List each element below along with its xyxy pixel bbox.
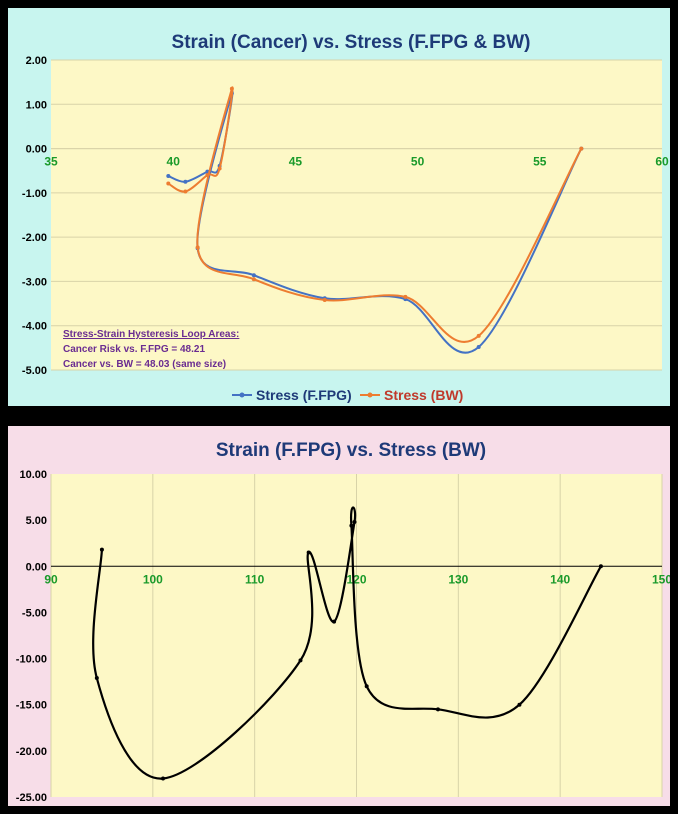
x-tick-label: 35 xyxy=(44,155,58,169)
x-tick-label: 50 xyxy=(411,155,425,169)
x-tick-label: 150 xyxy=(652,572,670,586)
y-tick-label: -5.00 xyxy=(22,365,47,377)
y-tick-label: -10.00 xyxy=(16,654,47,666)
bottom-x-axis: 90 100 110 120 130 140 150 xyxy=(44,565,670,586)
data-point xyxy=(298,658,303,663)
data-point xyxy=(217,166,222,171)
data-point xyxy=(166,174,171,179)
y-tick-label: -1.00 xyxy=(22,188,47,200)
data-point xyxy=(364,684,369,689)
annotation-line-2: Cancer vs. BW = 48.03 (same size) xyxy=(63,359,226,370)
legend-label-bw: Stress (BW) xyxy=(384,387,463,403)
y-tick-label: -25.00 xyxy=(16,792,47,804)
x-tick-label: 130 xyxy=(448,572,468,586)
legend-marker-bw xyxy=(367,392,373,398)
y-tick-label: -2.00 xyxy=(22,232,47,244)
data-point xyxy=(183,179,188,184)
data-point xyxy=(598,564,603,569)
top-chart: Strain (Cancer) vs. Stress (F.FPG & BW) … xyxy=(22,32,669,403)
y-tick-label: 0.00 xyxy=(26,561,47,573)
data-point xyxy=(517,702,522,707)
x-tick-label: 120 xyxy=(346,572,366,586)
top-chart-panel: Strain (Cancer) vs. Stress (F.FPG & BW) … xyxy=(8,8,670,406)
data-point xyxy=(251,273,256,278)
top-x-axis: 35 40 45 50 55 60 xyxy=(44,148,669,169)
y-tick-label: 0.00 xyxy=(26,144,47,156)
top-y-axis: 2.00 1.00 0.00 -1.00 -2.00 -3.00 -4.00 -5.00 xyxy=(22,55,47,377)
data-point xyxy=(229,86,234,91)
data-point xyxy=(403,294,408,299)
data-point xyxy=(332,619,337,624)
data-point xyxy=(94,675,99,680)
y-tick-label: -3.00 xyxy=(22,276,47,288)
y-tick-label: 5.00 xyxy=(26,515,47,527)
bottom-chart-title: Strain (F.FPG) vs. Stress (BW) xyxy=(216,440,486,461)
top-series xyxy=(166,86,584,354)
data-point xyxy=(183,189,188,194)
x-tick-label: 110 xyxy=(245,572,265,586)
data-point xyxy=(349,523,354,528)
x-tick-label: 100 xyxy=(143,572,163,586)
top-plot-area xyxy=(51,60,662,370)
annotation-line-1: Cancer Risk vs. F.FPG = 48.21 xyxy=(63,344,205,355)
y-tick-label: 2.00 xyxy=(26,55,47,67)
data-point xyxy=(306,550,311,555)
y-tick-label: -20.00 xyxy=(16,746,47,758)
data-point xyxy=(161,776,166,781)
bottom-chart: Strain (F.FPG) vs. Stress (BW) 10.00 5.00… xyxy=(16,440,670,804)
bottom-chart-panel: Strain (F.FPG) vs. Stress (BW) 10.00 5.00… xyxy=(8,426,670,806)
data-point xyxy=(322,298,327,303)
y-tick-label: -5.00 xyxy=(22,607,47,619)
data-point xyxy=(476,344,481,349)
x-tick-label: 140 xyxy=(550,572,570,586)
data-point xyxy=(251,277,256,282)
y-tick-label: -4.00 xyxy=(22,321,47,333)
annotation-heading: Stress-Strain Hysteresis Loop Areas: xyxy=(63,329,239,340)
x-tick-label: 40 xyxy=(167,155,181,169)
data-point xyxy=(352,519,357,524)
data-point xyxy=(99,547,104,552)
series-line-0 xyxy=(92,506,602,780)
bottom-y-axis: 10.00 5.00 0.00 -5.00 -10.00 -15.00 -20.00 -25.… xyxy=(16,469,47,804)
data-point xyxy=(579,146,584,151)
bottom-series xyxy=(92,506,603,781)
data-point xyxy=(195,245,200,250)
y-tick-label: 1.00 xyxy=(26,99,47,111)
y-tick-label: -15.00 xyxy=(16,700,47,712)
legend-label-ffpg: Stress (F.FPG) xyxy=(256,387,352,403)
data-point xyxy=(166,181,171,186)
top-chart-title: Strain (Cancer) vs. Stress (F.FPG & BW) xyxy=(172,32,531,53)
y-tick-label: 10.00 xyxy=(19,469,47,481)
x-tick-label: 90 xyxy=(44,572,58,586)
data-point xyxy=(205,173,210,178)
legend-marker-ffpg xyxy=(239,392,245,398)
x-tick-label: 45 xyxy=(289,155,303,169)
data-point xyxy=(435,707,440,712)
top-legend: Stress (F.FPG) Stress (BW) xyxy=(232,387,463,403)
x-tick-label: 55 xyxy=(533,155,547,169)
data-point xyxy=(476,333,481,338)
x-tick-label: 60 xyxy=(655,155,669,169)
loop-area-annotation: Stress-Strain Hysteresis Loop Areas: Can… xyxy=(63,329,239,370)
